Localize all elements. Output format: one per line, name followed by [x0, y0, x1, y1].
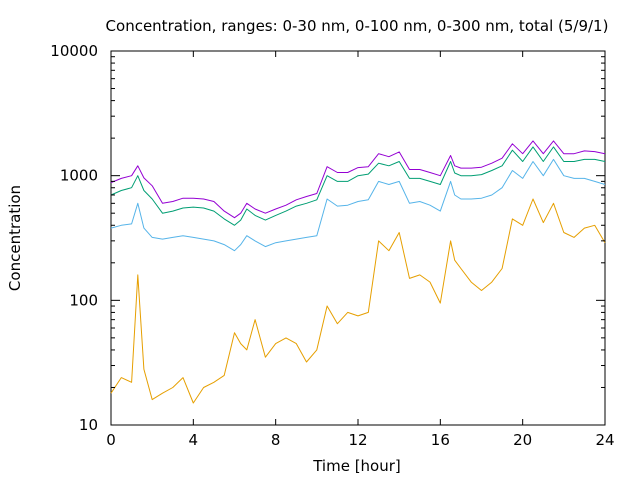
y-tick-label: 10000 — [50, 42, 98, 60]
series-line-2 — [110, 158, 606, 252]
plot-area: 0 4 8 12 16 20 24 10 100 1000 10000 — [50, 42, 614, 449]
y-tick-label: 1000 — [60, 167, 98, 185]
axis-layer: 0 4 8 12 16 20 24 10 100 1000 10000 — [50, 42, 614, 449]
series-layer — [110, 140, 606, 404]
chart-title: Concentration, ranges: 0-30 nm, 0-100 nm… — [106, 17, 609, 35]
y-axis-label: Concentration — [6, 185, 24, 291]
plot-frame — [110, 50, 606, 426]
x-tick-label: 24 — [595, 431, 614, 449]
y-tick-label: 10 — [79, 416, 98, 434]
x-tick-label: 12 — [348, 431, 367, 449]
x-tick-label: 20 — [513, 431, 532, 449]
series-line-4 — [110, 140, 606, 219]
x-tick-label: 8 — [271, 431, 281, 449]
x-tick-label: 0 — [106, 431, 116, 449]
x-tick-label: 16 — [431, 431, 450, 449]
series-line-1 — [110, 198, 606, 404]
x-axis-label: Time [hour] — [312, 457, 401, 475]
y-tick-label: 100 — [69, 291, 98, 309]
series-line-3 — [110, 146, 606, 226]
x-tick-label: 4 — [189, 431, 199, 449]
